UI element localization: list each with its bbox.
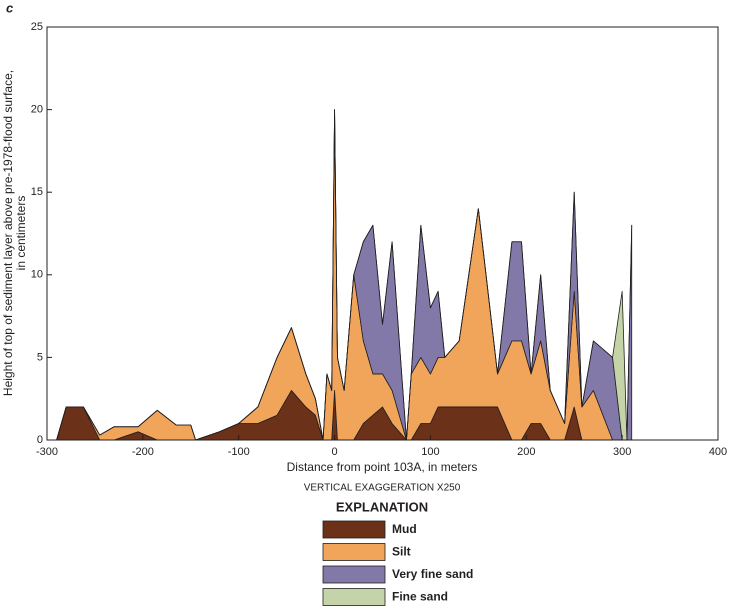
y-tick-label: 15 — [31, 186, 43, 198]
x-tick-label: 400 — [709, 446, 727, 458]
x-tick-label: -300 — [36, 446, 58, 458]
legend-swatch — [322, 588, 386, 606]
x-tick-label: 300 — [613, 446, 631, 458]
x-tick-label: -100 — [228, 446, 250, 458]
y-tick-label: 5 — [37, 351, 43, 363]
y-axis-label-line: in centimeters — [14, 196, 28, 271]
legend-label: Fine sand — [392, 590, 448, 604]
y-tick-label: 0 — [37, 434, 43, 446]
area — [56, 109, 633, 441]
y-tick-label: 20 — [31, 104, 43, 116]
y-axis-label-line: Height of top of sediment layer above pr… — [1, 70, 15, 396]
y-tick-label: 10 — [31, 269, 43, 281]
x-tick-label: -200 — [132, 446, 154, 458]
plot-frame — [46, 26, 719, 441]
legend-label: Silt — [392, 545, 411, 559]
x-axis-label: Distance from point 103A, in meters — [287, 460, 478, 474]
legend-label: Mud — [392, 522, 417, 536]
x-tick-label: 100 — [421, 446, 439, 458]
y-axis-label: Height of top of sediment layer above pr… — [1, 70, 28, 396]
y-tick-label: 25 — [31, 21, 43, 33]
legend-swatch — [322, 543, 386, 561]
legend-title: EXPLANATION — [336, 499, 428, 514]
legend-swatch — [322, 565, 386, 584]
x-tick-label: 0 — [332, 446, 338, 458]
chart-title: c — [6, 0, 14, 15]
x-tick-label: 200 — [517, 446, 535, 458]
legend-swatch — [322, 520, 386, 539]
note: VERTICAL EXAGGERATION X250 — [304, 483, 461, 494]
legend-label: Very fine sand — [392, 567, 473, 581]
